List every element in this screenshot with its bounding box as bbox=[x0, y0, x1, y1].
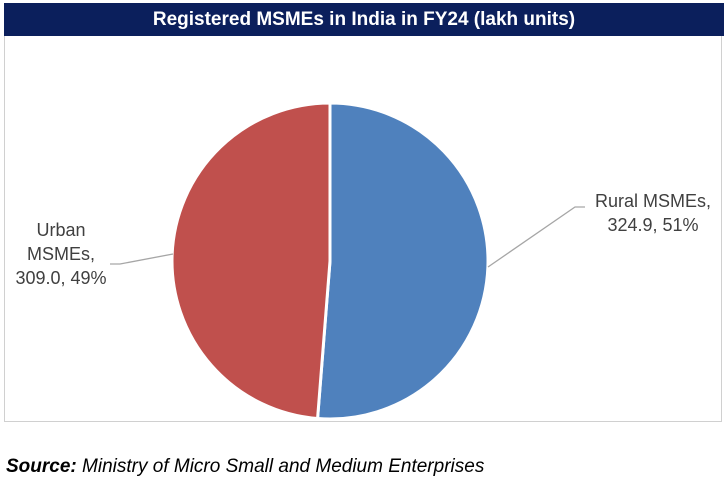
pie-slice-rural bbox=[315, 101, 490, 421]
chart-title: Registered MSMEs in India in FY24 (lakh … bbox=[4, 3, 724, 36]
pie-slices bbox=[170, 101, 490, 421]
source-label: Source: bbox=[6, 456, 77, 477]
source-text: Ministry of Micro Small and Medium Enter… bbox=[82, 456, 485, 477]
data-label-line: Urban bbox=[36, 220, 85, 240]
leader-lines bbox=[110, 206, 585, 268]
data-label-line: MSMEs, bbox=[27, 244, 95, 264]
data-label-line: Rural MSMEs, bbox=[595, 191, 711, 211]
slice-labels: Rural MSMEs, 324.9, 51% Urban MSMEs, 309.0, … bbox=[15, 191, 711, 288]
source-note: Source: Ministry of Micro Small and Medi… bbox=[6, 456, 484, 478]
data-label-line: 309.0, 49% bbox=[15, 268, 106, 288]
data-label-line: 324.9, 51% bbox=[607, 215, 698, 235]
pie-slice-urban bbox=[170, 101, 332, 421]
data-label-urban: Urban MSMEs, 309.0, 49% bbox=[15, 220, 106, 288]
chart-frame bbox=[4, 36, 722, 422]
pie-chart: Rural MSMEs, 324.9, 51% Urban MSMEs, 309.0, … bbox=[15, 101, 711, 421]
leader-line-urban bbox=[110, 253, 174, 265]
data-label-rural: Rural MSMEs, 324.9, 51% bbox=[595, 191, 711, 235]
leader-line-rural bbox=[487, 206, 585, 268]
